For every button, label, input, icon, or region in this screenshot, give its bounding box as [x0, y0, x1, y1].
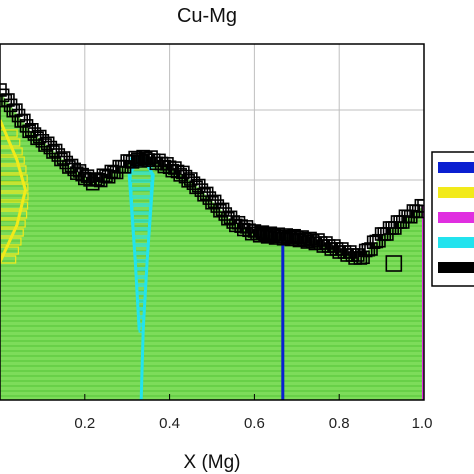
intermetallic-marker — [132, 205, 151, 213]
intermetallic-marker — [136, 285, 146, 293]
x-tick-label: 1.0 — [412, 415, 433, 432]
intermetallic-marker — [138, 309, 145, 317]
x-tick-label: 0.2 — [74, 415, 95, 432]
solid-solution-marker — [0, 192, 29, 201]
solid-solution-marker — [0, 228, 24, 237]
intermetallic-marker — [136, 277, 147, 285]
solid-solution-marker — [0, 174, 28, 183]
intermetallic-marker — [134, 237, 149, 245]
intermetallic-marker — [135, 269, 147, 277]
solid-solution-marker — [0, 219, 26, 228]
intermetallic-marker — [133, 229, 149, 237]
liquidus-point — [417, 199, 424, 213]
legend-swatch — [438, 237, 474, 248]
x-tick-label: 0.8 — [329, 415, 350, 432]
intermetallic-marker — [131, 197, 151, 205]
intermetallic-marker — [134, 245, 148, 253]
solid-solution-band — [0, 119, 27, 263]
solid-solution-marker — [0, 183, 29, 192]
intermetallic-marker — [138, 317, 144, 325]
intermetallic-marker — [131, 189, 152, 197]
legend-swatch — [438, 212, 474, 223]
x-tick-label: 0.6 — [244, 415, 265, 432]
solid-solution-marker — [0, 156, 25, 165]
intermetallic-marker — [135, 261, 148, 269]
solid-solution-marker — [0, 165, 27, 174]
legend-swatch — [438, 162, 474, 173]
intermetallic-marker — [133, 221, 150, 229]
legend — [431, 151, 474, 287]
solid-solution-marker — [0, 246, 19, 255]
liquidus-point — [385, 255, 403, 272]
intermetallic-marker — [132, 213, 150, 221]
intermetallic-marker — [130, 173, 152, 181]
legend-swatch — [438, 262, 474, 273]
x-axis-label: X (Mg) — [184, 452, 241, 473]
solid-solution-marker — [0, 129, 18, 138]
solid-solution-marker — [0, 147, 23, 156]
chart-title: Cu-Mg — [177, 5, 237, 27]
x-tick-label: 0.4 — [159, 415, 180, 432]
intermetallic-marker — [137, 293, 146, 301]
solid-solution-marker — [0, 237, 22, 246]
intermetallic-marker — [134, 253, 148, 261]
series-layer — [0, 83, 424, 400]
solid-solution-marker — [0, 201, 29, 210]
intermetallic-marker — [130, 181, 152, 189]
legend-swatch — [438, 187, 474, 198]
plot-frame — [0, 43, 425, 401]
intermetallic-marker — [137, 301, 145, 309]
solid-solution-marker — [0, 138, 21, 147]
intermetallic-marker — [138, 325, 144, 333]
solid-solution-marker — [0, 255, 17, 264]
solid-solution-marker — [0, 210, 28, 219]
x-axis-ticks: 0.2 0.4 0.6 0.8 1.0 — [74, 394, 432, 432]
